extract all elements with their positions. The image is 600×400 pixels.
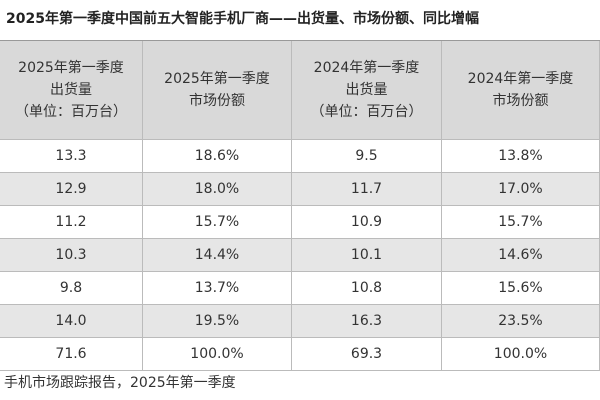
table-cell: 69.3: [292, 338, 442, 370]
table-cell: 14.4%: [143, 239, 292, 271]
footer: 手机市场跟踪报告，2025年第一季度: [4, 375, 236, 391]
table-cell: 19.5%: [143, 305, 292, 337]
table-cell: 71.6: [0, 338, 143, 370]
table-row: 9.8 13.7% 10.8 15.6%: [0, 272, 600, 305]
table-cell: 13.8%: [442, 140, 600, 172]
table-cell: 10.3: [0, 239, 143, 271]
table-cell: 18.6%: [143, 140, 292, 172]
table-row: 10.3 14.4% 10.1 14.6%: [0, 239, 600, 272]
table-row: 11.2 15.7% 10.9 15.7%: [0, 206, 600, 239]
table-cell: 17.0%: [442, 173, 600, 205]
table-cell: 18.0%: [143, 173, 292, 205]
table-cell: 14.0: [0, 305, 143, 337]
table-cell: 9.8: [0, 272, 143, 304]
table-cell: 11.7: [292, 173, 442, 205]
table-cell: 23.5%: [442, 305, 600, 337]
table-cell: 10.8: [292, 272, 442, 304]
header-cell: 2024年第一季度 市场份额: [442, 41, 600, 139]
header-cell: 2025年第一季度 市场份额: [143, 41, 292, 139]
table-cell: 15.6%: [442, 272, 600, 304]
table-cell: 10.9: [292, 206, 442, 238]
table-row: 12.9 18.0% 11.7 17.0%: [0, 173, 600, 206]
table-cell: 100.0%: [143, 338, 292, 370]
header-line: 2025年第一季度: [164, 71, 270, 87]
table-row: 13.3 18.6% 9.5 13.8%: [0, 140, 600, 173]
table-cell: 15.7%: [143, 206, 292, 238]
header-line: 市场份额: [492, 93, 549, 109]
header-line: （单位：百万台）: [310, 104, 423, 120]
table-cell: 16.3: [292, 305, 442, 337]
header-line: （单位：百万台）: [15, 104, 127, 120]
table-cell: 15.7%: [442, 206, 600, 238]
header-line: 出货量: [50, 82, 92, 98]
table-cell: 14.6%: [442, 239, 600, 271]
header-line: 2025年第一季度: [18, 60, 124, 76]
header-line: 市场份额: [189, 93, 245, 109]
title: 2025年第一季度中国前五大智能手机厂商——出货量、市场份额、同比增幅: [6, 11, 479, 27]
table-cell: 10.1: [292, 239, 442, 271]
header-line: 出货量: [345, 82, 388, 98]
header-cell: 2024年第一季度 出货量 （单位：百万台）: [292, 41, 442, 139]
table: 2025年第一季度 出货量 （单位：百万台） 2025年第一季度 市场份额 2024年第一…: [0, 40, 600, 371]
table-row: 71.6 100.0% 69.3 100.0%: [0, 338, 600, 371]
table-cell: 11.2: [0, 206, 143, 238]
header-line: 2024年第一季度: [467, 71, 574, 87]
table-row: 14.0 19.5% 16.3 23.5%: [0, 305, 600, 338]
header-line: 2024年第一季度: [313, 60, 420, 76]
table-cell: 9.5: [292, 140, 442, 172]
table-cell: 100.0%: [442, 338, 600, 370]
header-row: 2025年第一季度 出货量 （单位：百万台） 2025年第一季度 市场份额 2024年第一…: [0, 41, 600, 140]
table-cell: 13.7%: [143, 272, 292, 304]
table-cell: 13.3: [0, 140, 143, 172]
table-cell: 12.9: [0, 173, 143, 205]
header-cell: 2025年第一季度 出货量 （单位：百万台）: [0, 41, 143, 139]
